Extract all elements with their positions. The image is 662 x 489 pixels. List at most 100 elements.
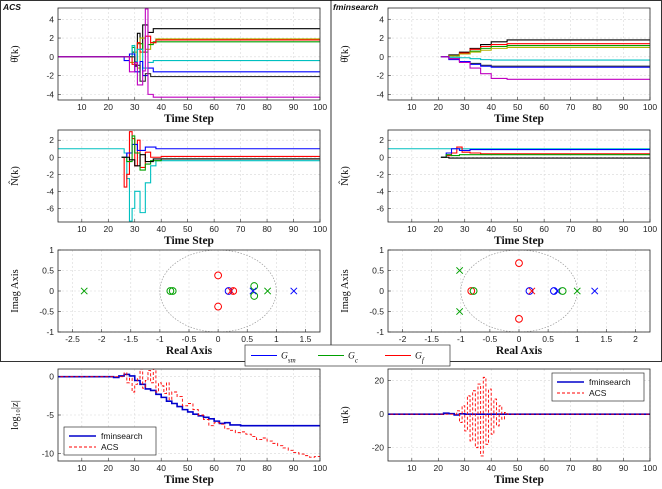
legend-label: fminsearch <box>101 431 143 441</box>
shared-legend-box <box>244 344 451 367</box>
x-tick-label: 80 <box>592 463 602 473</box>
zero-marker <box>214 271 223 280</box>
y-tick-label: 2 <box>379 135 384 145</box>
y-axis-label: N̂(k) <box>8 166 21 186</box>
y-tick-label: -4 <box>376 89 384 99</box>
x-tick-label: 1 <box>274 334 279 344</box>
x-tick-label: -2 <box>399 334 407 344</box>
shared-legend-label: Gc <box>348 352 359 365</box>
x-tick-label: 10 <box>407 224 417 234</box>
y-tick-label: -2 <box>376 71 384 81</box>
zero-marker <box>515 259 523 268</box>
y-tick-label: 0 <box>49 372 54 382</box>
series-layer <box>58 369 320 458</box>
x-tick-label: -1.5 <box>123 334 138 344</box>
panel-title: ACS <box>2 2 21 12</box>
pole-marker <box>227 287 235 295</box>
x-tick-label: 0.5 <box>241 334 253 344</box>
x-tick-label: 90 <box>619 463 629 473</box>
axes-box <box>387 129 651 223</box>
x-tick-label: 30 <box>460 102 470 112</box>
axes-box <box>57 368 321 462</box>
x-tick-label: 60 <box>209 224 219 234</box>
x-tick-label: 30 <box>130 102 140 112</box>
pole-marker <box>80 287 88 295</box>
x-axis-label: Time Step <box>494 113 544 125</box>
series-line-fminsearch <box>388 412 650 416</box>
zero-marker <box>166 287 175 295</box>
x-tick-label: 100 <box>313 224 327 234</box>
x-tick-label: 80 <box>592 102 602 112</box>
plot-area <box>58 8 320 100</box>
y-tick-label: 2 <box>379 33 384 43</box>
axes-box <box>57 249 321 333</box>
x-tick-label: 1 <box>575 334 580 344</box>
y-tick-label: -6 <box>46 203 54 213</box>
pole-marker <box>264 287 272 295</box>
x-tick-label: 50 <box>513 463 523 473</box>
y-tick-label: 0 <box>49 52 54 62</box>
pole-marker <box>456 266 464 275</box>
y-tick-label: -1 <box>46 327 54 337</box>
zero-marker <box>168 287 177 295</box>
y-axis-label: log₁₀|z| <box>10 400 21 430</box>
x-tick-label: 50 <box>513 102 523 112</box>
y-tick-label: -1 <box>376 327 384 337</box>
x-tick-label: -0.5 <box>483 334 498 344</box>
x-tick-label: 50 <box>183 463 193 473</box>
y-axis-label: N̂(k) <box>338 166 351 186</box>
x-tick-label: 60 <box>539 224 549 234</box>
x-axis-label: Real Axis <box>496 345 543 357</box>
x-tick-label: -1.5 <box>424 334 439 344</box>
y-axis-label: θ̂(k) <box>340 45 351 63</box>
legend-box <box>63 426 157 456</box>
chart-acs-pz: -2.5 -2 -1.5 -1 -0.5 0 0.5 1 1.5 -1 -0.5 0 0.5 1 Real … <box>10 245 321 357</box>
zero-marker <box>467 287 476 295</box>
x-tick-label: 70 <box>236 224 246 234</box>
x-tick-label: 90 <box>619 102 629 112</box>
x-axis-label: Time Step <box>164 235 214 247</box>
unit-circle <box>159 250 277 332</box>
x-tick-label: 10 <box>77 102 87 112</box>
axes-box <box>387 368 651 462</box>
legend-label: fminsearch <box>589 377 631 387</box>
x-tick-label: 10 <box>407 463 417 473</box>
series-line-6 <box>58 56 320 82</box>
series-line-0 <box>58 148 320 222</box>
shared-legend-label: Gf <box>415 352 425 365</box>
y-tick-label: 0 <box>379 152 384 162</box>
chart-log-cost: 10 20 30 40 50 60 70 80 90 100 -10 -5 0 Time Step log₁… <box>10 368 327 486</box>
pole-marker <box>456 307 464 316</box>
axes-box <box>387 7 651 101</box>
chart-fmin-pz: -2 -1.5 -1 -0.5 0 0.5 1 1.5 2 -1 -0.5 0 0.5 1 Real Axi… <box>340 245 651 357</box>
x-tick-label: 40 <box>156 102 166 112</box>
chart-acs-n: 10 20 30 40 50 60 70 80 90 100 -6 -4 -2 0 2 Time Step N̂… <box>8 129 327 247</box>
series-layer <box>388 146 650 159</box>
y-tick-label: -4 <box>46 186 54 196</box>
x-tick-label: 0.5 <box>542 334 554 344</box>
y-tick-label: -6 <box>376 203 384 213</box>
x-tick-label: 20 <box>104 463 114 473</box>
y-tick-label: 20 <box>375 376 385 386</box>
pole-marker <box>591 287 599 295</box>
shared-legend: Gsm Gc Gf <box>244 344 451 367</box>
x-tick-label: 50 <box>183 102 193 112</box>
y-tick-label: -4 <box>376 186 384 196</box>
axes-box <box>57 129 321 223</box>
series-line-3 <box>440 46 650 58</box>
y-tick-label: 4 <box>49 14 54 24</box>
x-tick-label: 100 <box>643 463 657 473</box>
series-line-1 <box>440 146 650 158</box>
pole-marker <box>528 287 536 295</box>
x-tick-label: 30 <box>130 224 140 234</box>
x-tick-label: 70 <box>566 224 576 234</box>
chart-u-signal: 10 20 30 40 50 60 70 80 90 100 -20 0 20 Time Step u(k)… <box>340 368 657 486</box>
x-tick-label: 20 <box>104 102 114 112</box>
x-tick-label: 80 <box>262 102 272 112</box>
x-tick-label: 2 <box>633 334 638 344</box>
x-tick-label: 100 <box>313 102 327 112</box>
x-tick-label: -2 <box>98 334 106 344</box>
y-tick-label: 1 <box>49 245 54 255</box>
y-tick-label: -20 <box>372 443 385 453</box>
